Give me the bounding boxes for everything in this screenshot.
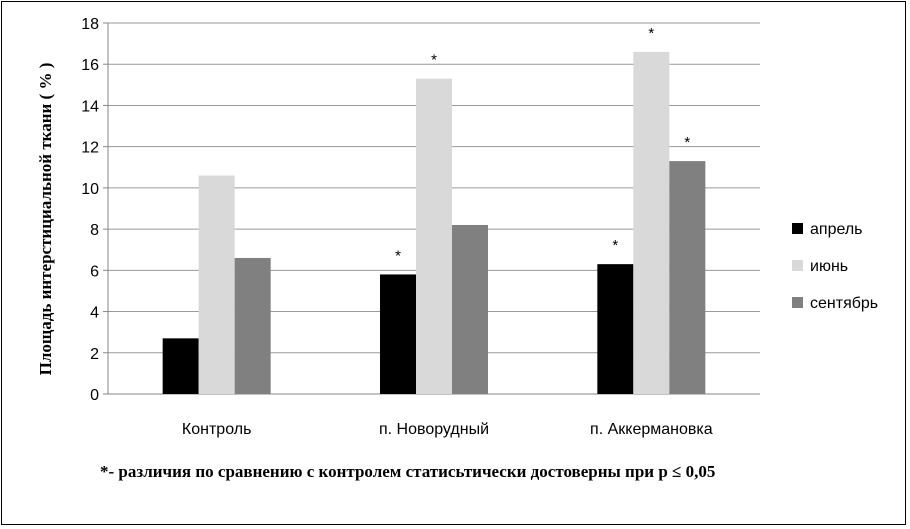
legend-swatch-июнь (792, 260, 803, 271)
bars (162, 51, 706, 395)
y-axis-ticks: 0 2 4 6 8 10 12 14 16 18 (81, 16, 109, 404)
legend-label-сентябрь: сентябрь (810, 295, 878, 312)
bar-июнь-1 (416, 78, 452, 395)
bar-апрель-0 (162, 338, 199, 394)
bar-сентябрь-2 (669, 161, 706, 394)
significance-star: * (612, 237, 618, 254)
y-tick-label: 8 (90, 222, 99, 239)
y-tick-label: 4 (90, 305, 99, 322)
category-label: п. Новорудный (379, 421, 489, 438)
significance-star: * (431, 52, 437, 69)
x-axis-categories: Контроль п. Новорудный п. Аккермановка (182, 421, 713, 438)
y-axis-label: Площадь интерстициальной ткани ( % ) (36, 63, 55, 376)
significance-star: * (395, 247, 401, 264)
bar-сентябрь-1 (452, 224, 488, 394)
bar-июнь-0 (198, 175, 235, 394)
legend-swatch-апрель (792, 223, 803, 234)
y-tick-label: 18 (81, 16, 99, 33)
y-tick-label: 16 (81, 57, 99, 74)
legend: апрель июнь сентябрь (792, 221, 878, 312)
y-tick-label: 12 (81, 140, 99, 157)
y-tick-label: 10 (81, 181, 99, 198)
bar-апрель-1 (380, 274, 416, 394)
significance-star: * (648, 25, 654, 42)
category-label: п. Аккермановка (590, 421, 713, 438)
y-tick-label: 2 (90, 346, 99, 363)
legend-swatch-сентябрь (792, 297, 803, 308)
bar-июнь-2 (633, 51, 670, 394)
y-tick-label: 6 (90, 263, 99, 280)
footnote: *- различия по сравнению с контролем ста… (100, 462, 716, 481)
significance-markers: * * * * * (395, 25, 690, 265)
legend-label-июнь: июнь (810, 258, 848, 275)
significance-star: * (684, 134, 690, 151)
y-tick-label: 0 (90, 387, 99, 404)
category-label: Контроль (182, 421, 252, 438)
bar-апрель-2 (597, 264, 634, 394)
y-tick-label: 14 (81, 98, 99, 115)
bar-сентябрь-0 (234, 257, 271, 394)
legend-label-апрель: апрель (810, 221, 863, 238)
